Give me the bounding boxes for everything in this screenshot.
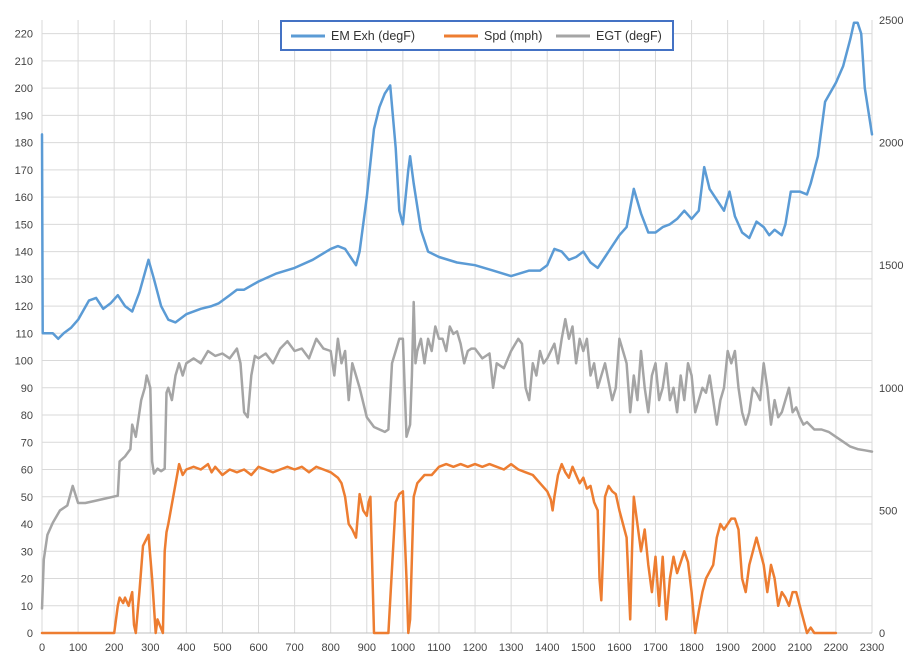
x-tick-label: 1500 [571,642,595,654]
x-tick-label: 2200 [824,642,848,654]
x-tick-label: 1000 [391,642,415,654]
left-tick-label: 70 [21,437,33,449]
x-tick-label: 900 [358,642,376,654]
series-line-spd [40,462,838,635]
legend-label-spd: Spd (mph) [484,29,542,43]
left-tick-label: 130 [15,274,33,286]
left-tick-label: 40 [21,519,33,531]
series-line-em-exh [40,21,874,341]
x-tick-label: 1600 [607,642,631,654]
x-tick-label: 800 [322,642,340,654]
series-line-egt [40,300,874,610]
left-axis-ticks: 0 10 20 30 40 50 60 70 80 90 100 110 120 130 140 150 160… [15,29,33,640]
left-tick-label: 120 [15,301,33,313]
left-tick-label: 220 [15,29,33,41]
left-tick-label: 170 [15,165,33,177]
x-tick-label: 1400 [535,642,559,654]
left-tick-label: 100 [15,356,33,368]
right-tick-label: 2500 [879,15,903,27]
left-tick-label: 140 [15,247,33,259]
left-tick-label: 30 [21,546,33,558]
left-tick-label: 150 [15,219,33,231]
right-tick-label: 500 [879,505,897,517]
left-tick-label: 0 [27,628,33,640]
right-axis-ticks: 0 500 1000 1500 2000 2500 [879,15,903,640]
x-tick-label: 600 [249,642,267,654]
right-tick-label: 1000 [879,383,903,395]
x-tick-label: 400 [177,642,195,654]
x-tick-label: 1300 [499,642,523,654]
x-tick-label: 100 [69,642,87,654]
x-tick-label: 300 [141,642,159,654]
x-tick-label: 700 [285,642,303,654]
legend: EM Exh (degF) Spd (mph) EGT (degF) [280,20,674,51]
x-tick-label: 2000 [751,642,775,654]
left-tick-label: 210 [15,56,33,68]
left-tick-label: 110 [15,328,33,340]
x-tick-label: 1700 [643,642,667,654]
left-tick-label: 10 [21,601,33,613]
x-tick-label: 1800 [679,642,703,654]
left-tick-label: 50 [21,492,33,504]
x-tick-label: 1100 [427,642,451,654]
left-tick-label: 190 [15,110,33,122]
x-tick-label: 500 [213,642,231,654]
x-tick-label: 1900 [715,642,739,654]
left-tick-label: 20 [21,574,33,586]
series-lines [40,21,874,635]
left-tick-label: 90 [21,383,33,395]
left-tick-label: 60 [21,465,33,477]
legend-label-egt: EGT (degF) [596,29,662,43]
right-tick-label: 1500 [879,260,903,272]
left-tick-label: 200 [15,83,33,95]
gridlines [41,20,873,634]
x-tick-label: 2100 [788,642,812,654]
left-tick-label: 160 [15,192,33,204]
left-tick-label: 80 [21,410,33,422]
right-tick-label: 2000 [879,138,903,150]
right-tick-label: 0 [879,628,885,640]
x-tick-label: 2300 [860,642,884,654]
legend-label-em-exh: EM Exh (degF) [331,29,415,43]
x-tick-label: 1200 [463,642,487,654]
left-tick-label: 180 [15,138,33,150]
x-tick-label: 200 [105,642,123,654]
x-axis-ticks: 0 100 200 300 400 500 600 700 800 900 1000 1100 1200… [39,642,884,654]
x-tick-label: 0 [39,642,45,654]
